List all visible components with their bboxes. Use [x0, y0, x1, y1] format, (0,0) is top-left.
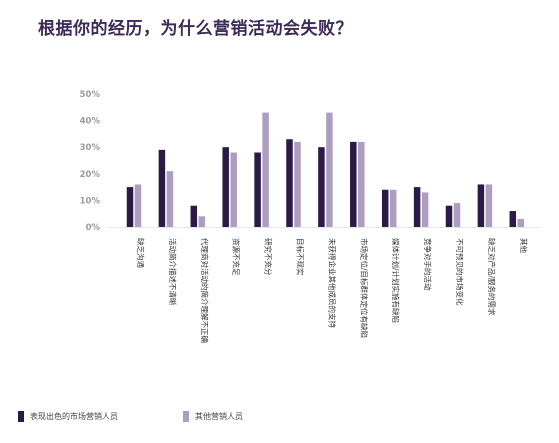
- bar-series1: [190, 205, 198, 227]
- x-tick-label: 媒体计划/计划实施有缺陷: [391, 238, 401, 323]
- x-tick-label: 其他: [519, 238, 529, 253]
- bar-series1: [286, 139, 293, 227]
- x-tick-label: 不可预见的市场变化: [455, 238, 465, 306]
- x-tick-label: 未获得企业其他成员的支持: [327, 238, 337, 328]
- y-tick-label: 20%: [80, 170, 101, 180]
- bar-series2: [517, 219, 525, 227]
- x-tick-label: 研究不充分: [264, 238, 274, 276]
- x-tick-label: 市场定位/目标群体定位有缺陷: [359, 238, 369, 338]
- bar-series2: [134, 184, 142, 227]
- y-tick-label: 40%: [80, 117, 101, 127]
- bar-series1: [318, 147, 325, 227]
- x-tick-label: 代理商对活动的简介理解不正确: [200, 238, 210, 343]
- bar-series2: [358, 141, 365, 227]
- legend-item-series2: 其他营销人员: [183, 411, 243, 422]
- y-tick-label: 30%: [80, 143, 101, 153]
- bar-series2: [485, 184, 493, 227]
- y-tick-label: 0%: [86, 223, 101, 233]
- bar-series1: [254, 152, 261, 227]
- bar-series2: [262, 112, 269, 227]
- bar-series2: [326, 112, 333, 227]
- legend-swatch-series2: [183, 411, 189, 422]
- bar-series1: [126, 187, 134, 227]
- legend-label-series1: 表现出色的市场营销人员: [30, 412, 118, 421]
- bar-series2: [230, 152, 237, 227]
- bar-series1: [413, 187, 421, 227]
- bar-series1: [222, 147, 229, 227]
- legend-item-series1: 表现出色的市场营销人员: [18, 411, 118, 422]
- bar-series1: [477, 184, 485, 227]
- x-tick-label: 竞争对手的活动: [423, 238, 433, 291]
- y-tick-label: 10%: [80, 196, 101, 206]
- bar-series1: [158, 149, 166, 227]
- y-tick-label: 50%: [80, 90, 101, 100]
- x-tick-label: 活动简介描述不清晰: [168, 238, 178, 306]
- bar-series1: [381, 189, 389, 227]
- chart-title: 根据你的经历，为什么营销活动会失败？: [38, 19, 353, 39]
- x-tick-label: 资源不充足: [232, 238, 242, 276]
- bar-series2: [421, 192, 429, 227]
- legend-swatch-series1: [18, 411, 24, 422]
- bar-series2: [453, 203, 461, 227]
- bar-series2: [198, 216, 206, 227]
- bar-series1: [445, 205, 453, 227]
- bar-series1: [509, 211, 517, 227]
- x-tick-label: 缺乏对产品/服务的需求: [487, 238, 497, 316]
- bar-series2: [294, 141, 301, 227]
- bar-series1: [350, 141, 357, 227]
- bar-series2: [389, 189, 397, 227]
- bar-series2: [166, 171, 174, 227]
- x-tick-label: 目标不现实: [296, 238, 306, 276]
- legend-label-series2: 其他营销人员: [195, 412, 243, 421]
- x-tick-label: 缺乏沟通: [136, 238, 146, 268]
